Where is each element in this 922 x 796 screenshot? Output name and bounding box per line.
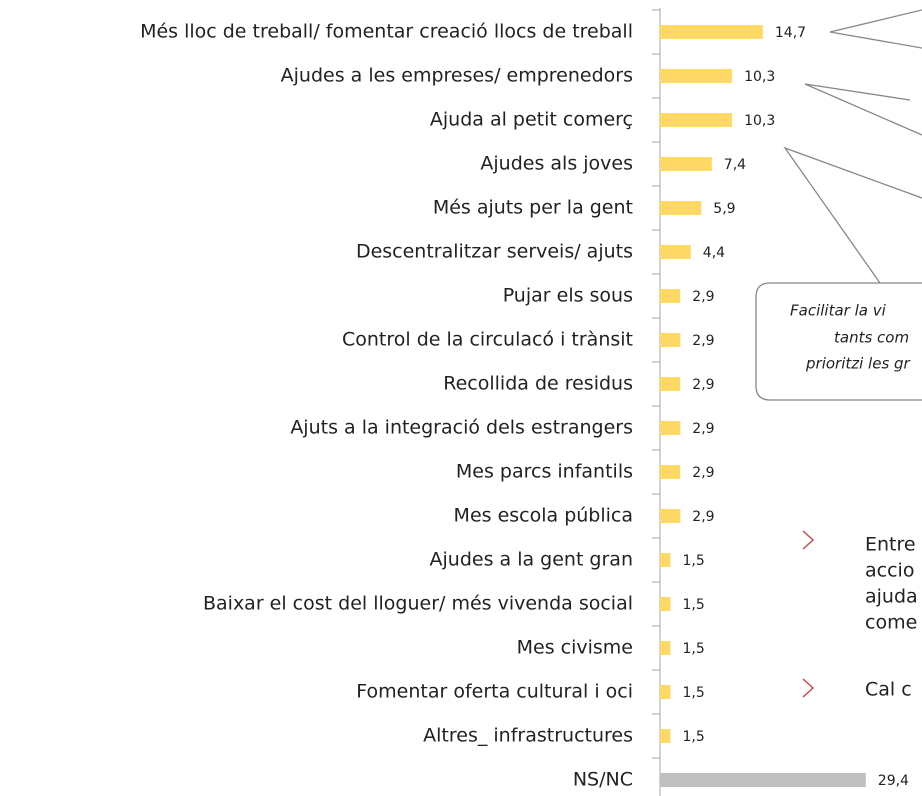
bar — [660, 113, 733, 127]
annotation-line: prioritzi les gr — [805, 355, 911, 373]
value-label: 2,9 — [692, 509, 714, 525]
category-label: NS/NC — [573, 769, 633, 791]
category-label: Pujar els sous — [503, 285, 633, 307]
value-label: 29,4 — [878, 773, 909, 789]
category-label: Ajudes a la gent gran — [430, 549, 634, 571]
annotation-line: Facilitar la vi — [790, 302, 887, 320]
category-label: Mes escola pública — [454, 505, 633, 527]
bar — [660, 685, 671, 699]
value-label: 10,3 — [744, 69, 775, 85]
bullet-text: accio — [865, 560, 914, 582]
category-label: Recollida de residus — [443, 373, 633, 395]
chevrons — [802, 530, 815, 698]
bar — [660, 289, 681, 303]
value-label: 2,9 — [692, 289, 714, 305]
bar — [660, 509, 681, 523]
bullet-text: come — [865, 612, 917, 634]
value-label: 14,7 — [775, 25, 806, 41]
callout-pointer — [829, 9, 922, 49]
value-label: 2,9 — [692, 421, 714, 437]
callout-box — [755, 282, 922, 401]
category-label: Fomentar oferta cultural i oci — [356, 681, 633, 703]
category-label: Ajuts a la integració dels estrangers — [290, 417, 633, 439]
value-label: 1,5 — [683, 729, 705, 745]
bar — [660, 729, 671, 743]
bullet-chevron — [802, 530, 815, 550]
callouts — [755, 9, 922, 401]
value-label: 4,4 — [703, 245, 725, 261]
value-label: 2,9 — [692, 465, 714, 481]
bar — [660, 641, 671, 655]
bar — [660, 377, 681, 391]
category-label: Ajudes a les empreses/ emprenedors — [281, 65, 633, 87]
value-label: 5,9 — [713, 201, 735, 217]
value-label: 2,9 — [692, 377, 714, 393]
bar — [660, 553, 671, 567]
bar — [660, 201, 702, 215]
category-label: Ajudes als joves — [480, 153, 633, 175]
value-label: 1,5 — [683, 641, 705, 657]
bar — [660, 333, 681, 347]
bar — [660, 597, 671, 611]
value-label: 2,9 — [692, 333, 714, 349]
callout-pointer — [783, 146, 922, 284]
category-label: Més lloc de treball/ fomentar creació ll… — [140, 21, 633, 43]
bar — [660, 465, 681, 479]
category-label: Mes parcs infantils — [456, 461, 633, 483]
category-label: Descentralitzar serveis/ ajuts — [356, 241, 633, 263]
category-label: Ajuda al petit comerç — [430, 109, 633, 131]
bar — [660, 157, 712, 171]
bar — [660, 773, 866, 787]
bullet-text: Cal c — [865, 679, 912, 701]
bullet-text: Entre — [865, 534, 916, 556]
bar — [660, 245, 691, 259]
category-label: Baixar el cost del lloguer/ més vivenda … — [203, 593, 633, 615]
category-label: Mes civisme — [517, 637, 633, 659]
value-label: 1,5 — [683, 685, 705, 701]
bar — [660, 25, 763, 39]
value-label: 10,3 — [744, 113, 775, 129]
value-label: 1,5 — [683, 553, 705, 569]
bullet-text: ajuda — [865, 586, 918, 608]
category-label: Altres_ infrastructures — [423, 725, 633, 747]
bar — [660, 69, 733, 83]
callout-pointer — [804, 83, 922, 136]
bar — [660, 421, 681, 435]
category-label: Més ajuts per la gent — [433, 197, 633, 219]
value-label: 1,5 — [683, 597, 705, 613]
bullet-chevron — [802, 678, 815, 698]
value-label: 7,4 — [724, 157, 746, 173]
category-label: Control de la circulacó i trànsit — [342, 329, 633, 351]
annotation-line: tants com — [834, 329, 909, 347]
